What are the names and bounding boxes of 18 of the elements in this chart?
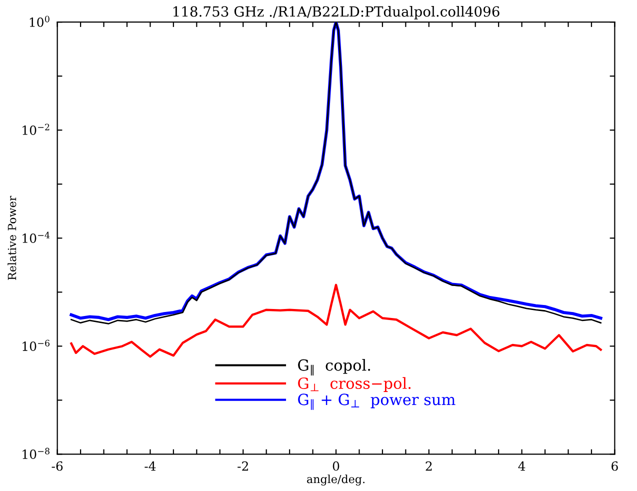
x-tick-label: 0: [332, 461, 340, 471]
x-tick-label: 2: [426, 461, 432, 471]
x-tick-label: 4: [518, 461, 526, 471]
x-axis-title: angle/deg.: [307, 474, 365, 486]
y-tick-label: 10$^{−4}$: [22, 232, 50, 243]
y-axis-title: Relative Power: [8, 196, 16, 280]
legend-label: G$_{‖}$ + G$_{⊥}$ power sum: [298, 394, 456, 410]
x-tick-label: -2: [238, 461, 248, 471]
legend-label: G$_{‖}$ copol.: [298, 359, 370, 376]
legend-label: G$_{⊥}$ cross−pol.: [298, 377, 411, 392]
y-tick-label: 10$^{−8}$: [22, 448, 50, 460]
y-tick-label: 10$^{0}$: [30, 16, 50, 27]
x-tick-label: -6: [52, 461, 63, 471]
x-tick-label: 6: [612, 461, 618, 471]
y-tick-label: 10$^{−6}$: [22, 340, 50, 351]
y-tick-label: 10$^{−2}$: [22, 124, 50, 135]
chart-title: 118.753 GHz ./R1A/B22LD:PTdualpol.coll4096: [173, 6, 500, 20]
x-tick-label: -4: [144, 461, 156, 471]
